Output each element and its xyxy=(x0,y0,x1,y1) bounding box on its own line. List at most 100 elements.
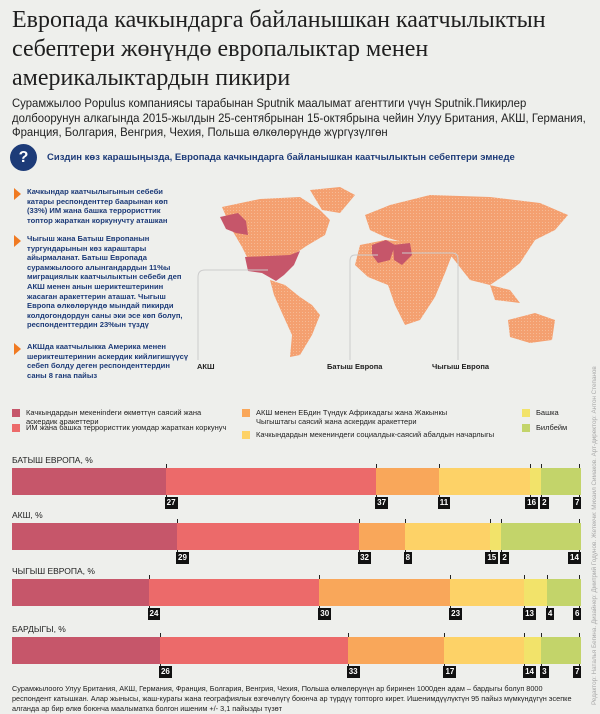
bar-segment xyxy=(376,468,439,495)
legend-label: ИМ жана башка террористтик уюмдар жаратк… xyxy=(26,423,227,432)
data-label: 37 xyxy=(375,497,389,509)
credits: Редактор: Наталья Бегина. Дизайнер: Дмит… xyxy=(591,366,598,705)
legend-item: Качкындардын мекениндеги социалдык-саяси… xyxy=(242,430,502,439)
triangle-icon xyxy=(14,188,21,200)
map-label-western-europe: Батыш Европа xyxy=(327,362,383,371)
legend-item: Башка xyxy=(522,408,582,417)
data-label: 15 xyxy=(485,552,499,564)
data-label: 13 xyxy=(523,608,536,620)
bar-segment xyxy=(359,523,405,550)
stacked-bar xyxy=(12,637,581,664)
region-eastern-europe xyxy=(393,243,412,265)
triangle-icon xyxy=(14,343,21,355)
legend-label: Билбейм xyxy=(536,423,568,432)
page-title: Европада качкындарга байланышкан каатчыл… xyxy=(12,7,546,91)
bar-segment xyxy=(12,523,177,550)
legend-label: Качкындардын мекенindеги өкмөттүн саясий… xyxy=(26,408,202,426)
bar-segment xyxy=(319,579,451,606)
bar-segment xyxy=(450,579,525,606)
bar-segment xyxy=(489,523,502,550)
bar-segment xyxy=(529,468,542,495)
data-label: 3 xyxy=(540,666,549,678)
data-label: 8 xyxy=(403,552,413,564)
data-label: 30 xyxy=(318,608,332,620)
legend-item: ИМ жана башка террористтик уюмдар жаратк… xyxy=(12,423,232,432)
bar-row-label: БАРДЫГЫ, % xyxy=(12,624,66,634)
bar-segment xyxy=(524,637,542,664)
bar-segment xyxy=(347,637,445,664)
stacked-bar xyxy=(12,579,581,606)
bar-segment xyxy=(148,579,320,606)
bullet-text: Чыгыш жана Батыш Европанын тургундарынын… xyxy=(27,234,183,330)
stacked-bar xyxy=(12,468,581,495)
question-icon: ? xyxy=(10,144,37,171)
bar-segment xyxy=(541,637,581,664)
legend-swatch xyxy=(12,424,20,432)
bar-segment xyxy=(12,637,160,664)
legend-label: АКШ менен ЕБдин Түндүк Африкадагы жана Ж… xyxy=(256,408,448,426)
region-usa xyxy=(245,251,300,281)
bar-segment xyxy=(404,523,490,550)
legend-item: АКШ менен ЕБдин Түндүк Африкадагы жана Ж… xyxy=(242,408,462,426)
bar-row-label: АКШ, % xyxy=(12,510,43,520)
bullet-item: Чыгыш жана Батыш Европанын тургундарынын… xyxy=(14,234,192,330)
legend-swatch xyxy=(522,424,530,432)
map-label-eastern-europe: Чыгыш Европа xyxy=(432,362,490,371)
data-label: 29 xyxy=(176,552,189,564)
bullet-text: Качкындар каатчылыгынын себеби катары ре… xyxy=(27,187,168,225)
triangle-icon xyxy=(14,235,21,247)
bar-segment xyxy=(159,637,348,664)
data-label: 4 xyxy=(545,608,555,620)
data-label: 11 xyxy=(437,497,451,509)
data-label: 33 xyxy=(346,666,360,678)
bar-row-label: БАТЫШ ЕВРОПА, % xyxy=(12,455,93,465)
bar-segment xyxy=(524,579,547,606)
data-label: 7 xyxy=(573,497,582,509)
data-label: 14 xyxy=(568,552,581,564)
legend-swatch xyxy=(242,409,250,417)
bar-segment xyxy=(12,468,166,495)
map-label-usa: АКШ xyxy=(197,362,215,371)
legend-label: Башка xyxy=(536,408,559,417)
bar-segment xyxy=(12,579,149,606)
data-label: 6 xyxy=(573,608,582,620)
stacked-bar xyxy=(12,523,581,550)
bar-segment xyxy=(438,468,530,495)
highlighted-regions xyxy=(220,213,412,281)
bullet-item: Качкындар каатчылыгынын себеби катары ре… xyxy=(14,187,179,225)
bar-segment xyxy=(177,523,360,550)
bar-segment xyxy=(501,523,581,550)
footnote: Сурамжылоого Улуу Британия, АКШ, Германи… xyxy=(12,684,572,713)
region-western-europe xyxy=(372,240,395,263)
data-label: 16 xyxy=(525,497,539,509)
data-label: 7 xyxy=(573,666,582,678)
bar-segment xyxy=(541,468,581,495)
data-label: 26 xyxy=(158,666,172,678)
region-alaska xyxy=(220,213,248,235)
legend-swatch xyxy=(522,409,530,417)
data-label: 32 xyxy=(358,552,371,564)
data-label: 23 xyxy=(449,608,463,620)
data-label: 2 xyxy=(500,552,509,564)
legend-item: Билбейм xyxy=(522,423,582,432)
data-label: 17 xyxy=(443,666,457,678)
leader-lines xyxy=(197,252,459,360)
bullet-item: АКШда каатчылыкка Америка менен шериктеш… xyxy=(14,342,189,380)
chart-legend: Качкындардын мекенindеги өкмөттүн саясий… xyxy=(12,405,582,445)
bar-segment xyxy=(546,579,581,606)
bullet-text: АКШда каатчылыкка Америка менен шериктеш… xyxy=(27,342,189,380)
bar-segment xyxy=(165,468,377,495)
legend-swatch xyxy=(242,431,250,439)
data-label: 14 xyxy=(523,666,536,678)
page-title-wrap: Европада качкындарга байланышкан каатчыл… xyxy=(12,6,592,93)
data-label: 24 xyxy=(147,608,161,620)
legend-item: Качкындардын мекенindеги өкмөттүн саясий… xyxy=(12,408,232,426)
world-map xyxy=(197,187,568,360)
question-text: Сиздин көз карашыңызда, Европада качкынд… xyxy=(47,152,515,163)
legend-swatch xyxy=(12,409,20,417)
legend-label: Качкындардын мекениндеги социалдык-саяси… xyxy=(256,430,495,439)
bar-row-label: ЧЫГЫШ ЕВРОПА, % xyxy=(12,566,95,576)
data-label: 2 xyxy=(540,497,549,509)
data-label: 27 xyxy=(164,497,178,509)
bar-segment xyxy=(444,637,525,664)
